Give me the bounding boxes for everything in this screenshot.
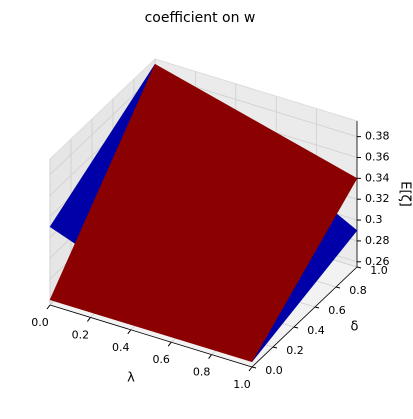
- x-tick-label: 0.6: [152, 353, 170, 366]
- x-tick-label: 0.8: [193, 366, 211, 379]
- x-tick-label: 1.0: [233, 378, 251, 391]
- z-tick-label: 0.26: [365, 255, 390, 268]
- x-tick: [87, 317, 91, 322]
- y-tick: [251, 366, 257, 369]
- y-tick-label: 0.0: [265, 364, 283, 377]
- y-tick-label: 1.0: [370, 264, 388, 277]
- y-tick: [314, 306, 320, 309]
- y-tick-label: 0.4: [307, 324, 325, 337]
- z-tick-label: 0.38: [365, 130, 390, 143]
- axis-line: [251, 266, 358, 368]
- x-tick: [46, 304, 51, 310]
- y-tick: [356, 266, 362, 269]
- y-tick-label: 0.8: [349, 284, 367, 297]
- chart-title: coefficient on w: [145, 10, 256, 26]
- axis-line: [49, 304, 253, 368]
- y-tick: [272, 346, 278, 349]
- x-tick: [167, 341, 172, 347]
- y-tick-label: 0.6: [328, 304, 346, 317]
- x-tick: [127, 329, 132, 335]
- z-tick-label: 0.28: [365, 234, 390, 247]
- x-tick-label: 0.0: [31, 316, 49, 329]
- x-tick: [248, 366, 253, 372]
- y-tick-label: 0.2: [286, 344, 304, 357]
- x-tick-label: 0.4: [112, 341, 130, 354]
- surface-patch: [203, 120, 358, 271]
- y-tick: [335, 286, 341, 289]
- z-tick-label: 0.32: [365, 192, 390, 205]
- z-axis-label: E[ζ]: [398, 181, 413, 206]
- y-tick: [293, 326, 299, 329]
- x-axis-label: λ: [127, 371, 135, 386]
- x-tick-label: 0.2: [72, 328, 90, 341]
- z-tick-label: 0.3: [365, 213, 383, 226]
- x-tick: [208, 354, 213, 359]
- z-tick-label: 0.34: [365, 171, 390, 184]
- y-axis-label: δ: [351, 320, 359, 335]
- z-tick-label: 0.36: [365, 151, 390, 164]
